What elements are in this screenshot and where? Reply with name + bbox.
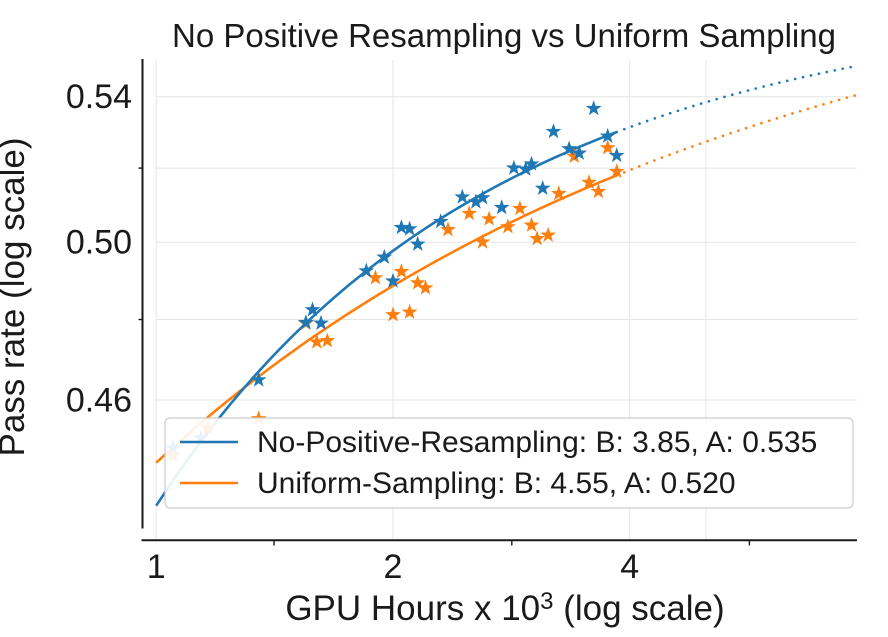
svg-text:No Positive Resampling vs Unif: No Positive Resampling vs Uniform Sampli…	[172, 17, 836, 54]
svg-text:0.50: 0.50	[66, 224, 132, 262]
svg-text:No-Positive-Resampling: B: 3.8: No-Positive-Resampling: B: 3.85, A: 0.53…	[257, 426, 817, 459]
svg-text:GPU Hours x 103 (log scale): GPU Hours x 103 (log scale)	[285, 588, 724, 628]
svg-text:Uniform-Sampling: B: 4.55, A:: Uniform-Sampling: B: 4.55, A: 0.520	[257, 467, 736, 500]
svg-text:2: 2	[384, 548, 403, 586]
svg-text:0.46: 0.46	[66, 381, 132, 419]
svg-text:Pass rate (log scale): Pass rate (log scale)	[0, 137, 32, 456]
svg-text:0.54: 0.54	[66, 78, 132, 116]
svg-text:4: 4	[620, 548, 639, 586]
svg-text:1: 1	[147, 548, 166, 586]
